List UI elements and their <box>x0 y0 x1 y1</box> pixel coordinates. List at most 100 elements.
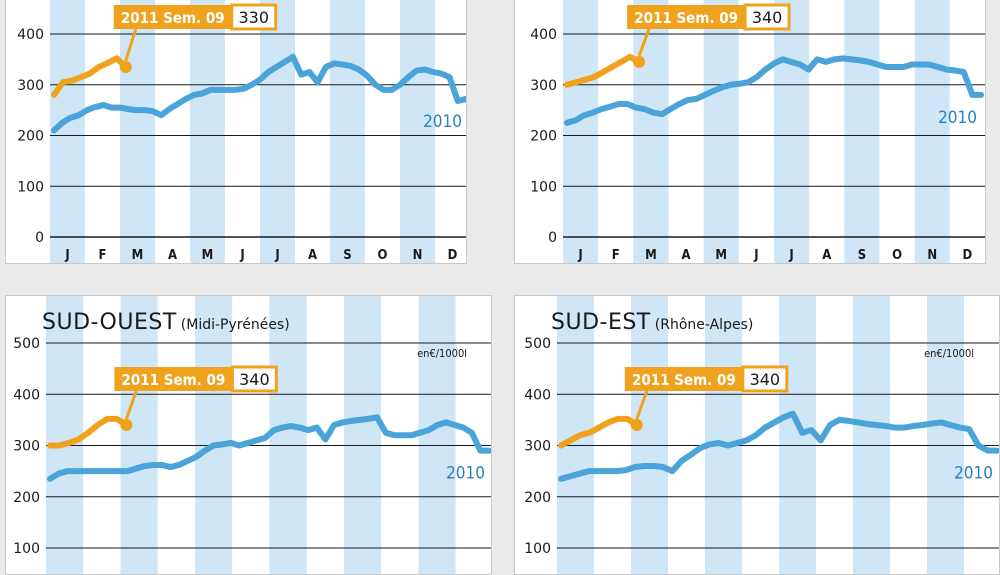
month-band <box>365 0 400 263</box>
y-tick-label: 300 <box>17 78 44 94</box>
chart-svg: 0 100 200 300 400 J F M A M J J A S O N D 2010 2011 Sem. 0… <box>17 0 466 263</box>
x-tick-label: F <box>99 248 107 263</box>
month-band <box>260 0 295 263</box>
month-band <box>330 0 365 263</box>
x-tick-label: M <box>715 248 727 263</box>
month-band <box>120 0 155 263</box>
y-tick-label: 200 <box>17 129 44 145</box>
series-2010-line <box>51 53 466 134</box>
series-2010-label: 2010 <box>954 464 993 484</box>
callout-label: 2011 Sem. 09 <box>632 371 736 389</box>
series-2011-endpoint <box>119 60 132 73</box>
y-tick-label: 0 <box>35 230 44 246</box>
callout-value: 330 <box>238 8 269 27</box>
x-tick-label: J <box>274 248 279 263</box>
chart-svg: 0 100 200 300 400 J F M A M J J A S O N D 2010 2011 Sem. 0… <box>530 0 985 263</box>
series-2011-line <box>47 415 130 449</box>
chart-title-region: SUD-OUEST <box>42 310 177 335</box>
month-band <box>631 296 668 574</box>
x-tick-label: A <box>822 248 831 263</box>
month-band <box>844 0 880 263</box>
series-2011-line <box>564 53 643 88</box>
month-band <box>344 296 382 574</box>
month-band <box>703 0 739 263</box>
month-band <box>418 296 456 574</box>
month-band <box>120 296 158 574</box>
month-band <box>563 0 599 263</box>
month-band <box>232 296 270 574</box>
x-tick-label: S <box>343 248 351 263</box>
month-band <box>927 296 964 574</box>
chart-svg: 100 200 300 400 500 2010 2011 Sem. 09 340 <box>13 296 491 574</box>
series-2011-endpoint <box>633 55 646 68</box>
y-tick-label: 400 <box>17 27 44 43</box>
chart-panel-sud-est: 100 200 300 400 500 2010 2011 Sem. 09 340 SUD-ES… <box>514 295 1000 575</box>
x-tick-label: S <box>858 248 866 263</box>
y-tick-label: 0 <box>548 230 557 246</box>
chart-title-region: SUD-EST <box>551 310 651 335</box>
month-band <box>914 0 950 263</box>
chart-panel-top-left: 0 100 200 300 400 J F M A M J J A S O N D 2010 2011 Sem. 0… <box>5 0 467 264</box>
series-2010-label: 2010 <box>938 108 977 128</box>
callout-label-box <box>624 367 743 391</box>
callout-label-box <box>114 367 233 391</box>
y-tick-label: 100 <box>530 179 557 195</box>
x-tick-label: J <box>577 248 582 263</box>
series-2011-line <box>51 55 129 98</box>
month-band <box>435 0 466 263</box>
callout-pointer <box>637 28 651 57</box>
chart-panel-top-right: 0 100 200 300 400 J F M A M J J A S O N D 2010 2011 Sem. 0… <box>514 0 986 264</box>
y-tick-label: 200 <box>530 129 557 145</box>
chart-panel-sud-ouest: 100 200 300 400 500 2010 2011 Sem. 09 340 SUD-OU… <box>5 295 492 575</box>
series-2010-line <box>564 55 984 126</box>
y-tick-label: 400 <box>530 27 557 43</box>
chart-title-subregion: (Midi-Pyrénées) <box>180 317 290 333</box>
x-tick-label: A <box>308 248 317 263</box>
month-band <box>738 0 774 263</box>
month-band <box>157 296 195 574</box>
series-2011-line <box>558 415 640 449</box>
month-band <box>668 296 705 574</box>
month-band <box>779 296 816 574</box>
y-tick-label: 500 <box>524 336 551 352</box>
x-tick-label: J <box>788 248 793 263</box>
month-band <box>190 0 225 263</box>
series-2011-endpoint <box>630 419 643 431</box>
month-band <box>400 0 435 263</box>
callout-value-box <box>230 365 278 393</box>
x-tick-label: M <box>132 248 144 263</box>
y-tick-label: 200 <box>13 490 40 506</box>
y-tick-label: 100 <box>524 541 551 557</box>
y-tick-label: 400 <box>524 387 551 403</box>
series-2011-endpoint <box>120 419 133 431</box>
month-band <box>594 296 631 574</box>
callout-pointer <box>124 390 138 420</box>
y-tick-label: 300 <box>530 78 557 94</box>
callout-pointer <box>635 390 649 420</box>
y-tick-label: 300 <box>524 439 551 455</box>
callout-value: 340 <box>239 370 270 389</box>
y-tick-label: 400 <box>13 387 40 403</box>
x-tick-label: J <box>239 248 244 263</box>
x-tick-label: O <box>378 248 388 263</box>
y-tick-label: 300 <box>13 439 40 455</box>
callout-value-box <box>743 3 791 31</box>
series-2010-line <box>47 414 491 482</box>
month-band <box>809 0 845 263</box>
month-band <box>890 296 927 574</box>
series-2010-line <box>558 410 999 482</box>
x-tick-label: J <box>753 248 758 263</box>
callout-label: 2011 Sem. 09 <box>121 9 225 27</box>
callout-label-box <box>113 5 232 29</box>
callout-value: 340 <box>750 370 781 389</box>
y-tick-label: 100 <box>13 541 40 557</box>
chart-title-subregion: (Rhône-Alpes) <box>654 317 754 333</box>
month-band <box>598 0 634 263</box>
x-tick-label: D <box>448 248 458 263</box>
x-tick-label: N <box>927 248 937 263</box>
x-tick-label: F <box>612 248 620 263</box>
y-tick-label: 500 <box>13 336 40 352</box>
month-band <box>46 296 84 574</box>
x-tick-label: J <box>64 248 69 263</box>
month-band <box>668 0 704 263</box>
